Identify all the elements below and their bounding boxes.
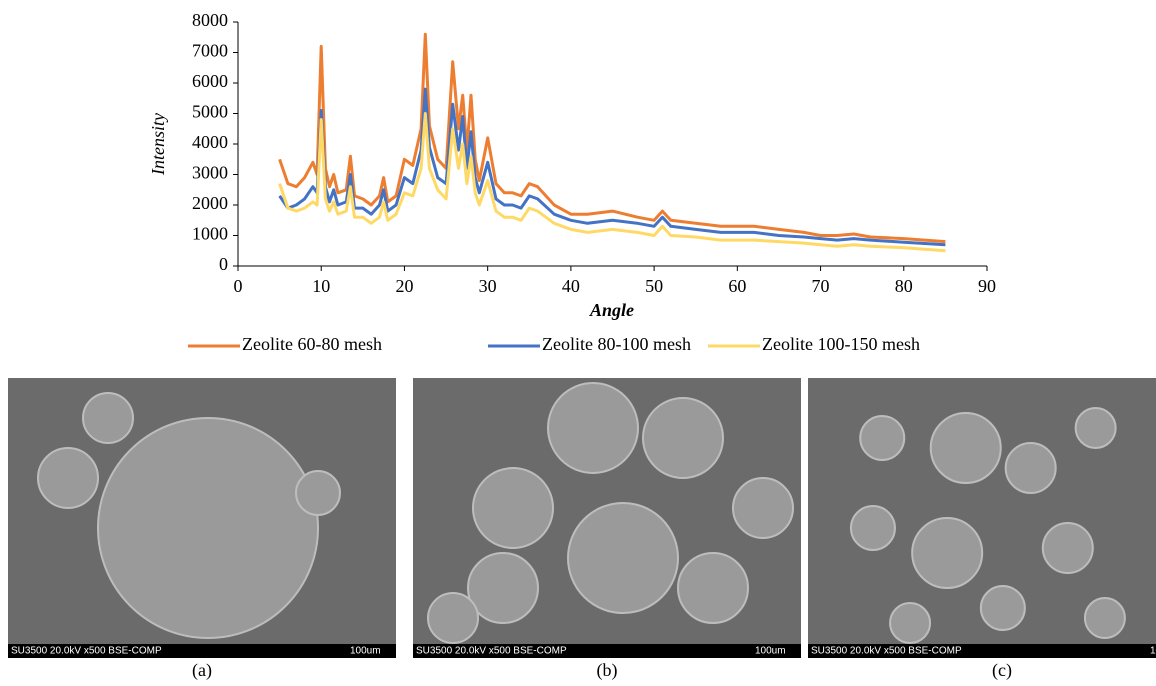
series-line <box>280 114 946 251</box>
x-tick-label: 40 <box>562 276 580 296</box>
particle <box>1043 523 1093 573</box>
x-tick-label: 10 <box>312 276 330 296</box>
particle <box>1085 598 1125 638</box>
series-line <box>280 34 946 241</box>
legend-label: Zeolite 100-150 mesh <box>762 334 920 354</box>
x-tick-label: 90 <box>978 276 996 296</box>
particle <box>1006 443 1056 493</box>
particle <box>1076 408 1116 448</box>
particle <box>468 553 538 623</box>
particle <box>643 398 723 478</box>
sem-image: SU3500 20.0kV x500 BSE-COMP 100um <box>413 378 801 658</box>
y-axis-label: Intensity <box>148 113 168 176</box>
caption: (a) <box>192 660 212 681</box>
caption: (b) <box>597 660 618 681</box>
y-tick-label: 1000 <box>192 224 228 244</box>
particle <box>851 506 895 550</box>
particle <box>890 603 930 643</box>
y-tick-label: 3000 <box>192 163 228 183</box>
sem-image: SU3500 20.0kV x500 BSE-COMP 100um <box>808 378 1156 658</box>
y-tick-label: 8000 <box>192 10 228 30</box>
particle <box>83 393 133 443</box>
particle <box>981 586 1025 630</box>
particle <box>38 448 98 508</box>
y-tick-label: 2000 <box>192 193 228 213</box>
sem-info: SU3500 20.0kV x500 BSE-COMP <box>416 646 567 657</box>
sem-scale: 100um <box>1150 646 1156 657</box>
sem-info: SU3500 20.0kV x500 BSE-COMP <box>811 646 962 657</box>
particle <box>860 416 904 460</box>
sem-scale: 100um <box>350 646 381 657</box>
x-axis-label: Angle <box>589 300 634 320</box>
particle <box>931 413 1001 483</box>
legend-label: Zeolite 80-100 mesh <box>542 334 691 354</box>
particle <box>548 383 638 473</box>
sem-scale: 100um <box>755 646 786 657</box>
sem-info: SU3500 20.0kV x500 BSE-COMP <box>11 646 162 657</box>
particle <box>473 468 553 548</box>
x-tick-label: 30 <box>479 276 497 296</box>
particle <box>568 503 678 613</box>
caption: (c) <box>992 660 1012 681</box>
x-tick-label: 80 <box>895 276 913 296</box>
particle <box>733 478 793 538</box>
particle <box>98 418 318 638</box>
particle <box>428 593 478 643</box>
particle <box>678 553 748 623</box>
chart: Intensity Angle 010002000300040005000600… <box>0 0 1156 686</box>
y-tick-label: 6000 <box>192 71 228 91</box>
particle <box>912 518 982 588</box>
x-tick-label: 60 <box>728 276 746 296</box>
particle <box>296 471 340 515</box>
x-tick-label: 70 <box>812 276 830 296</box>
y-tick-label: 4000 <box>192 132 228 152</box>
x-tick-label: 0 <box>234 276 243 296</box>
x-tick-label: 20 <box>395 276 413 296</box>
series-line <box>280 89 946 245</box>
y-tick-label: 5000 <box>192 102 228 122</box>
figure: Intensity Angle 010002000300040005000600… <box>0 0 1156 686</box>
sem-image: SU3500 20.0kV x500 BSE-COMP 100um <box>8 378 396 658</box>
y-tick-label: 7000 <box>192 41 228 61</box>
legend-label: Zeolite 60-80 mesh <box>242 334 382 354</box>
y-tick-label: 0 <box>219 254 228 274</box>
x-tick-label: 50 <box>645 276 663 296</box>
